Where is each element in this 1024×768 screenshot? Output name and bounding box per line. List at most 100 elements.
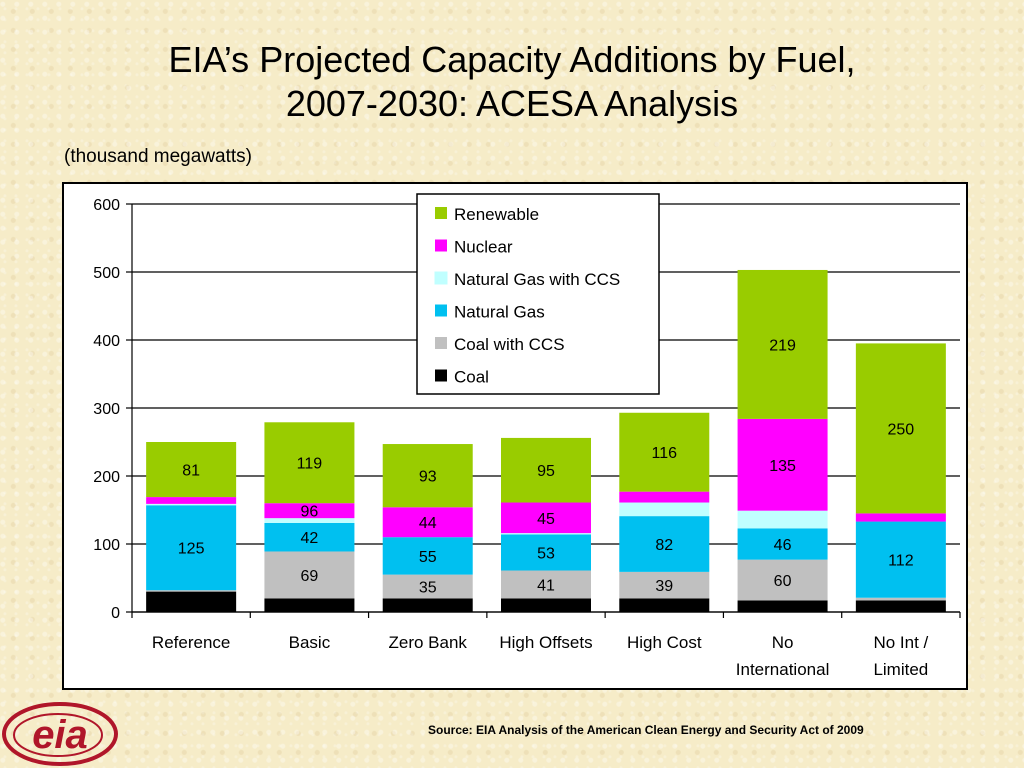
- svg-text:eia: eia: [32, 713, 88, 757]
- units-subtitle: (thousand megawatts): [64, 146, 252, 167]
- legend-label: Natural Gas with CCS: [454, 270, 620, 289]
- bar-nuclear: [501, 502, 591, 534]
- legend-swatch: [435, 239, 447, 252]
- bar-renewable: [737, 269, 828, 419]
- bar-natural-gas-with-ccs: [146, 503, 237, 506]
- data-label: 35: [419, 580, 437, 597]
- data-label: 39: [655, 578, 673, 595]
- legend-label: Nuclear: [454, 238, 513, 257]
- eia-logo: eia: [2, 702, 118, 766]
- bar-coal-with-ccs: [146, 590, 237, 592]
- data-label: 53: [537, 546, 555, 563]
- legend-swatch: [435, 369, 447, 382]
- bar-nuclear: [146, 497, 237, 504]
- bar-coal-with-ccs: [264, 551, 355, 599]
- bar-nuclear: [264, 503, 355, 519]
- bar-coal-with-ccs: [382, 574, 473, 599]
- legend-swatch: [434, 271, 448, 285]
- source-note: Source: EIA Analysis of the American Cle…: [428, 723, 864, 737]
- bar-nuclear: [619, 491, 710, 503]
- y-tick-label: 600: [93, 197, 120, 214]
- bar-coal-with-ccs: [855, 597, 946, 601]
- bar-natural-gas: [737, 528, 828, 560]
- bar-natural-gas: [382, 537, 473, 575]
- bar-coal: [619, 598, 710, 612]
- data-label: 116: [652, 445, 678, 462]
- x-category-label: No: [772, 633, 794, 652]
- bar-renewable: [382, 444, 473, 508]
- data-label: 119: [297, 456, 323, 473]
- data-label: 95: [537, 463, 555, 480]
- bar-coal: [737, 600, 828, 612]
- y-tick-label: 400: [93, 333, 120, 350]
- bar-natural-gas-with-ccs: [501, 533, 591, 535]
- bar-renewable: [855, 343, 946, 514]
- bar-coal-with-ccs: [737, 559, 828, 601]
- bar-natural-gas-with-ccs: [619, 502, 710, 517]
- legend-label: Coal: [454, 368, 489, 387]
- bar-natural-gas: [619, 516, 710, 572]
- bar-coal-with-ccs: [501, 570, 591, 599]
- y-tick-label: 500: [93, 265, 120, 282]
- legend-swatch: [435, 337, 447, 349]
- y-tick-label: 300: [93, 401, 120, 418]
- data-label: 93: [419, 469, 437, 486]
- data-label: 96: [301, 504, 319, 521]
- data-label: 125: [178, 541, 205, 558]
- title-line-2: 2007-2030: ACESA Analysis: [285, 83, 739, 124]
- bar-coal: [501, 598, 591, 612]
- bar-renewable: [619, 412, 710, 492]
- bar-natural-gas-with-ccs: [264, 518, 355, 523]
- legend-swatch: [435, 304, 447, 317]
- bar-renewable: [501, 437, 591, 503]
- data-label: 82: [655, 537, 673, 554]
- legend-label: Coal with CCS: [454, 335, 565, 354]
- chart-frame: 0 100 200 300 400 500 600 125 81 Reference 69 42 96 1…: [62, 182, 968, 690]
- data-label: 41: [537, 577, 555, 594]
- bar-natural-gas: [501, 534, 591, 571]
- bar-nuclear: [737, 418, 828, 511]
- data-label: 81: [182, 463, 200, 480]
- y-tick-label: 0: [111, 605, 120, 622]
- bar-natural-gas: [146, 505, 237, 591]
- bar-natural-gas-with-ccs: [737, 510, 828, 529]
- stacked-bar-chart: 0 100 200 300 400 500 600 125 81 Reference 69 42 96 1…: [93, 193, 961, 679]
- x-category-label: International: [736, 660, 830, 679]
- legend-label: Renewable: [454, 205, 539, 224]
- bar-nuclear: [382, 507, 473, 538]
- bar-renewable: [264, 422, 355, 504]
- x-category-label: Zero Bank: [388, 633, 467, 652]
- data-label: 44: [419, 515, 437, 532]
- data-label: 55: [419, 549, 437, 566]
- data-label: 250: [888, 421, 915, 438]
- bar-natural-gas: [855, 521, 946, 598]
- data-label: 135: [769, 458, 796, 475]
- y-tick-label: 200: [93, 469, 120, 486]
- data-label: 46: [774, 537, 792, 554]
- bar-coal: [146, 591, 237, 612]
- legend-swatch: [435, 207, 447, 219]
- bar-coal: [264, 598, 355, 612]
- legend-label: Natural Gas: [454, 303, 545, 322]
- x-category-label: Limited: [873, 660, 928, 679]
- data-label: 112: [888, 553, 914, 570]
- y-tick-label: 100: [93, 537, 120, 554]
- bar-nuclear: [855, 513, 946, 522]
- bar-natural-gas: [264, 522, 355, 552]
- chart-title: EIA’s Projected Capacity Additions by Fu…: [0, 38, 1024, 126]
- x-category-label: High Offsets: [499, 633, 592, 652]
- data-label: 219: [769, 337, 796, 354]
- title-line-1: EIA’s Projected Capacity Additions by Fu…: [168, 39, 856, 80]
- bar-coal-with-ccs: [619, 571, 710, 599]
- bar-coal: [382, 598, 473, 612]
- bar-renewable: [146, 442, 237, 498]
- x-category-label: Basic: [289, 633, 331, 652]
- data-label: 45: [537, 511, 555, 528]
- x-category-label: Reference: [152, 633, 230, 652]
- bar-coal: [855, 600, 946, 612]
- data-label: 42: [301, 530, 319, 547]
- legend-box: [416, 193, 660, 395]
- x-category-label: No Int /: [873, 633, 928, 652]
- data-label: 60: [774, 573, 792, 590]
- data-label: 69: [301, 568, 319, 585]
